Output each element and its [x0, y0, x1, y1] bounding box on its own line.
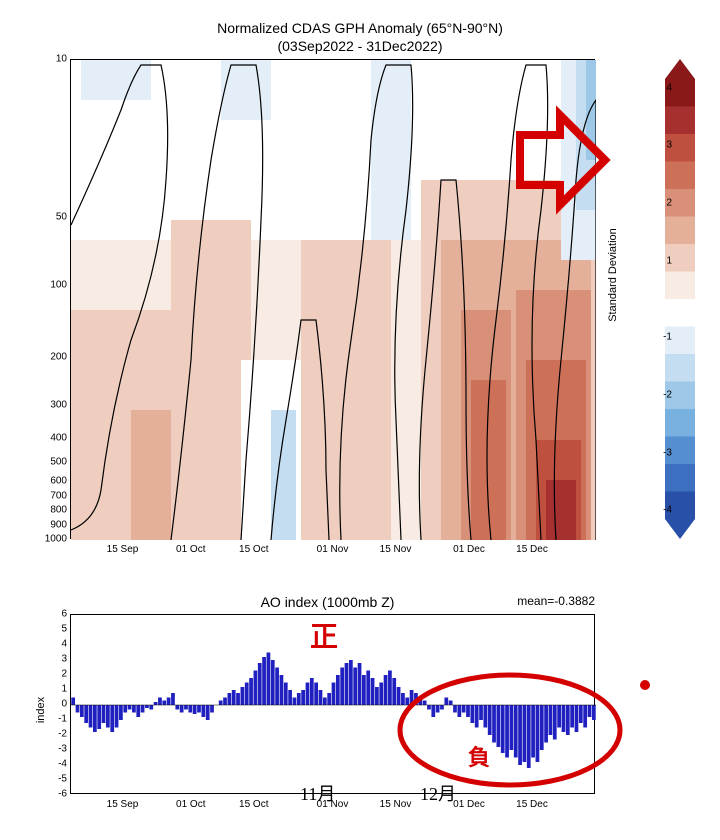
top-y-axis: 10501002003004005006007008009001000	[45, 59, 70, 539]
mean-value: mean=-0.3882	[517, 594, 595, 608]
dot-icon	[640, 680, 650, 690]
top-title: Normalized CDAS GPH Anomaly (65°N-90°N)	[20, 20, 700, 36]
bottom-panel: AO index (1000mb Z) mean=-0.3882 index 6…	[20, 594, 700, 824]
bottom-y-axis: 6543210-1-2-3-4-5-6	[48, 614, 70, 794]
top-panel: 10501002003004005006007008009001000 15 S…	[20, 59, 700, 569]
y-axis-label: index	[35, 697, 47, 723]
colorbar-label: Standard Deviation	[607, 228, 619, 322]
month-12: 12月	[420, 780, 456, 806]
positive-char: 正	[310, 615, 338, 655]
top-subtitle: (03Sep2022 - 31Dec2022)	[20, 38, 700, 54]
hovmoller-chart	[70, 59, 595, 539]
month-11: 11月	[300, 780, 335, 806]
colorbar	[665, 59, 695, 539]
negative-char: 負	[468, 740, 490, 772]
